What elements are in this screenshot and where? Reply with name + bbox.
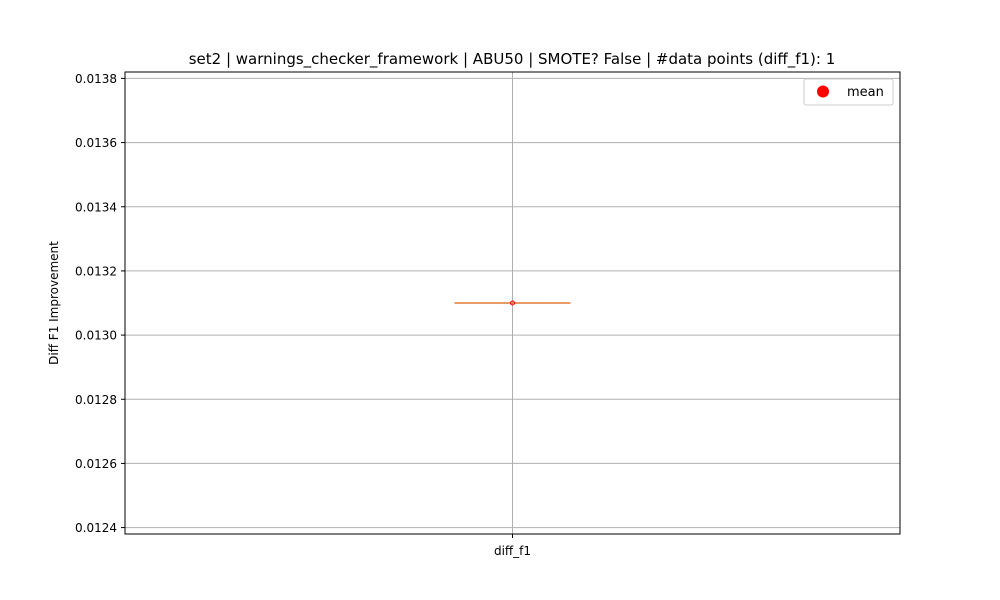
y-tick-label: 0.0124 (75, 521, 117, 535)
y-tick-label: 0.0128 (75, 393, 117, 407)
chart-title: set2 | warnings_checker_framework | ABU5… (189, 50, 836, 69)
y-axis-label: Diff F1 Improvement (47, 241, 61, 365)
y-tick-label: 0.0138 (75, 72, 117, 86)
legend-frame (803, 78, 894, 106)
y-tick-label: 0.0132 (75, 264, 117, 278)
legend: mean (803, 78, 894, 106)
legend-mean-marker (817, 85, 829, 98)
x-axis: diff_f1 (494, 534, 531, 558)
y-tick-label: 0.0134 (75, 200, 117, 214)
y-tick-label: 0.0130 (75, 329, 117, 343)
plot-area-frame (124, 71, 901, 535)
legend-mean-label: mean (847, 85, 884, 100)
plot-marks (454, 300, 571, 306)
y-axis: 0.0124 0.0126 0.0128 0.0130 0.0132 0.0134 0.01… (75, 72, 125, 535)
mean-marker (510, 300, 515, 306)
x-tick-label: diff_f1 (494, 544, 531, 558)
y-tick-label: 0.0126 (75, 457, 117, 471)
y-tick-label: 0.0136 (75, 136, 117, 150)
